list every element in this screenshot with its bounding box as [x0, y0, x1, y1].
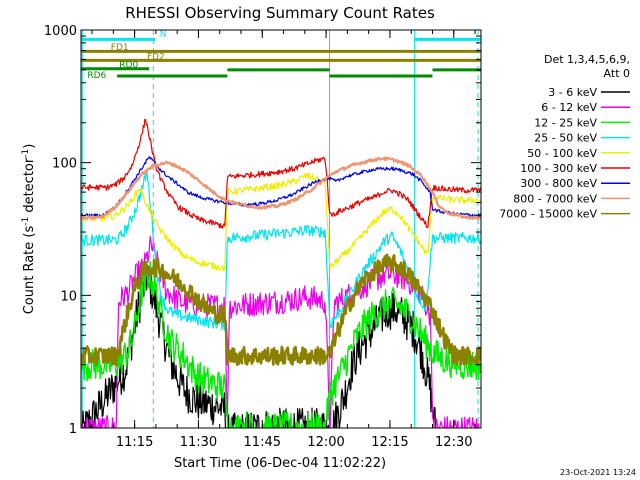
y-axis-label-main: Count Rate (s — [22, 226, 37, 315]
y-tick-label-2: 10 — [60, 289, 77, 304]
legend-label-3: 12 - 25 keV — [534, 116, 597, 129]
flag-bars — [81, 37, 481, 78]
series-line-7 — [81, 156, 481, 218]
flag-label-rd0: RD0 — [119, 60, 138, 70]
legend-label-8: 800 - 7000 keV — [513, 192, 597, 205]
legend-label-9: 7000 - 15000 keV — [499, 208, 597, 221]
x-tick-label-1: 11:15 — [116, 435, 153, 450]
plot-frame — [80, 29, 482, 429]
y-tick-label-3: 100 — [52, 157, 77, 172]
legend-label-6: 100 - 300 keV — [520, 162, 597, 175]
series-group — [81, 118, 481, 428]
flag-label-n: N — [160, 30, 167, 40]
series-line-8 — [81, 156, 481, 221]
series-line-4 — [81, 170, 481, 331]
x-tick-label-5: 12:15 — [371, 435, 408, 450]
series-line-3 — [81, 261, 481, 428]
legend-header-detectors: Det 1,3,4,5,6,9, — [544, 53, 630, 66]
series-line-9 — [81, 253, 481, 367]
y-tick-label-4: 1000 — [44, 24, 77, 39]
x-tick-label-4: 12:00 — [307, 435, 344, 450]
x-tick-label-6: 12:30 — [435, 435, 472, 450]
axes: 11:15 11:30 11:45 12:00 12:15 12:30 1 10 100 1000 — [44, 24, 481, 450]
x-axis-label: Start Time (06-Dec-04 11:02:22) — [174, 456, 386, 471]
legend: Det 1,3,4,5,6,9, Att 0 3 - 6 keV 6 - 12 k… — [499, 53, 630, 221]
legend-label-7: 300 - 800 keV — [520, 177, 597, 190]
vertical-markers — [81, 30, 479, 428]
x-tick-label-2: 11:30 — [180, 435, 217, 450]
y-axis-label-sup2: -1 — [21, 149, 31, 158]
flag-label-fd1: FD1 — [111, 43, 129, 53]
legend-header-attenuator: Att 0 — [604, 67, 630, 80]
series-line-5 — [81, 172, 481, 272]
y-tick-label-1: 1 — [69, 422, 77, 437]
y-axis-label-tail: detector — [22, 157, 37, 217]
legend-label-4: 25 - 50 keV — [534, 132, 597, 145]
footer-date: 23-Oct-2021 13:24 — [560, 468, 636, 477]
flag-labels: N FD1 FD2 RD0 RD6 — [87, 30, 166, 81]
y-axis-label-sup: -1 — [21, 217, 31, 226]
legend-label-1: 3 - 6 keV — [548, 86, 597, 99]
chart-title: RHESSI Observing Summary Count Rates — [125, 4, 435, 22]
y-axis-label: Count Rate (s-1 detector-1) — [21, 144, 37, 315]
flag-label-fd2: FD2 — [147, 53, 165, 63]
y-axis-label-end: ) — [22, 144, 37, 149]
x-tick-label-3: 11:45 — [244, 435, 281, 450]
legend-label-2: 6 - 12 keV — [541, 101, 597, 114]
legend-label-5: 50 - 100 keV — [527, 147, 597, 160]
flag-label-rd6: RD6 — [87, 71, 106, 81]
series-line-6 — [81, 118, 481, 229]
